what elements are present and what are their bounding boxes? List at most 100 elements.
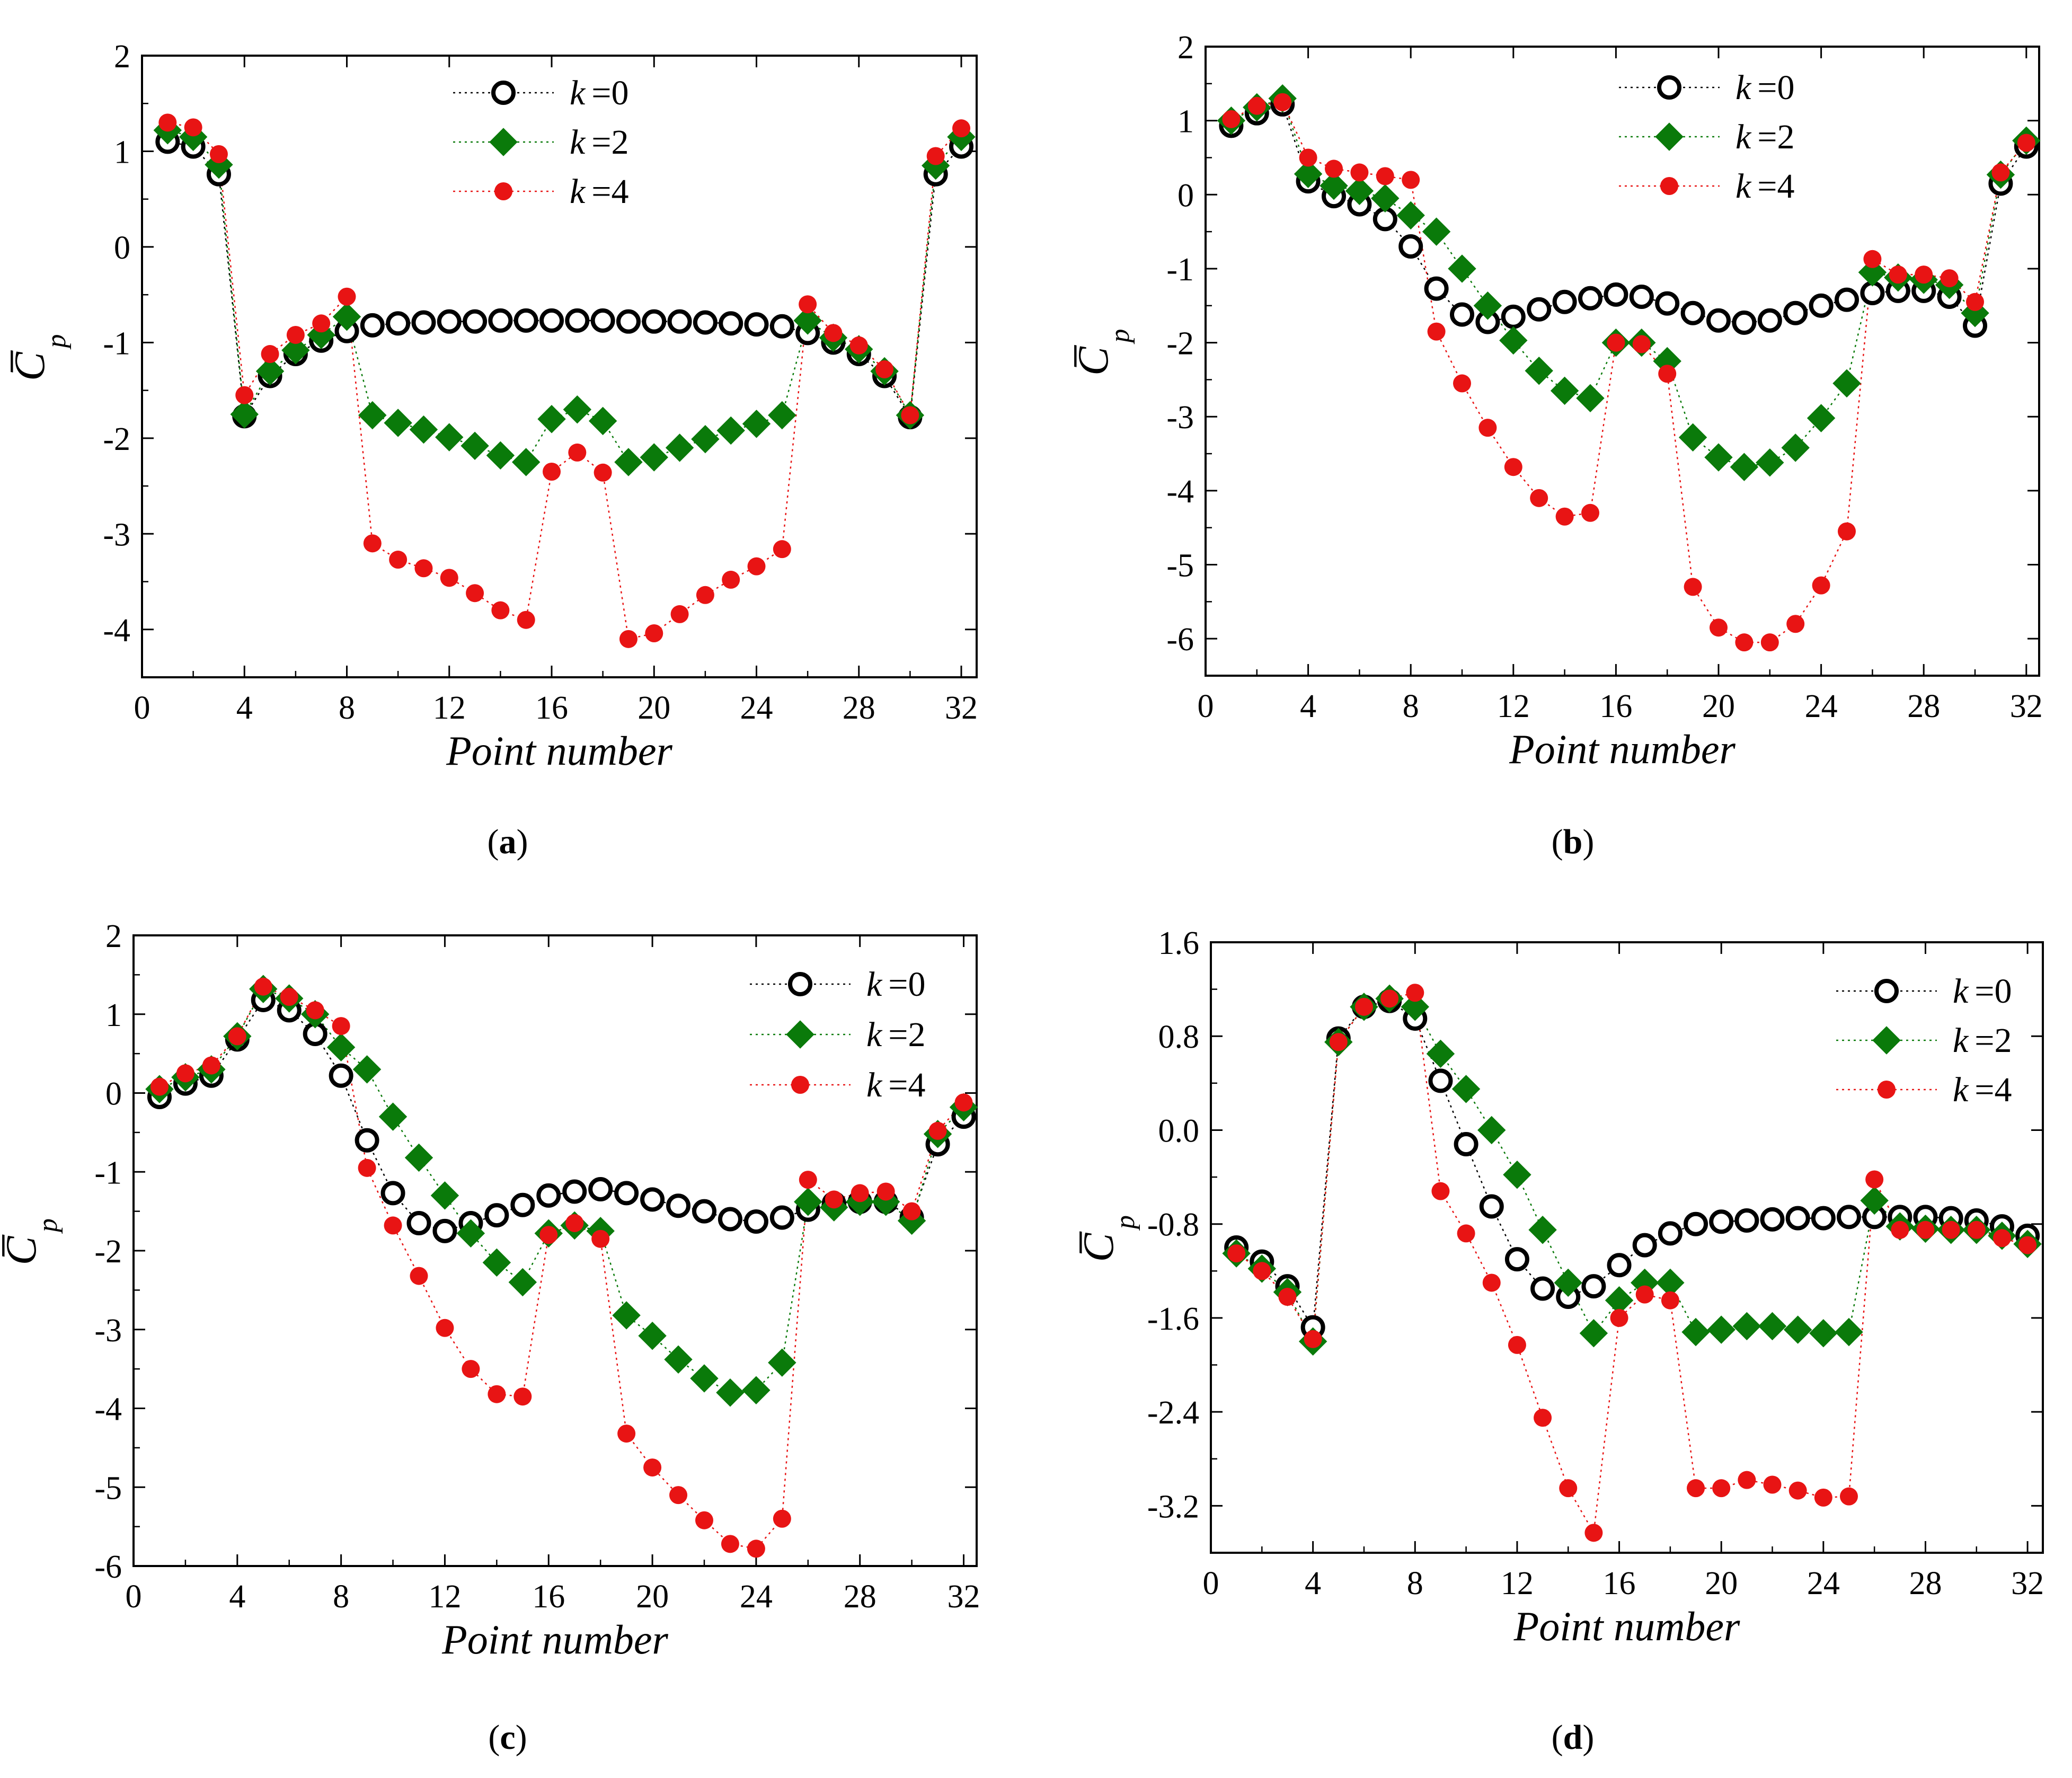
x-tick-label: 0	[1203, 1565, 1219, 1602]
data-point	[690, 1364, 719, 1393]
series-1	[167, 129, 962, 463]
data-point	[568, 443, 587, 462]
data-point	[1607, 333, 1625, 352]
legend-label: k =2	[570, 123, 629, 162]
data-point	[286, 325, 305, 344]
data-point	[617, 1425, 636, 1443]
x-tick-label: 24	[1807, 1565, 1840, 1602]
data-point	[954, 1093, 973, 1112]
data-point	[1222, 110, 1241, 128]
data-point	[1863, 250, 1882, 268]
x-tick-label: 16	[532, 1579, 565, 1615]
data-point	[1709, 1209, 1734, 1234]
series-1	[159, 988, 964, 1394]
series-markers-0	[1219, 92, 2039, 338]
data-point	[513, 308, 538, 333]
data-point	[744, 312, 769, 337]
data-point	[360, 313, 385, 338]
panel-caption: (b)	[1552, 822, 1595, 861]
data-point	[326, 1033, 356, 1062]
data-point	[1835, 287, 1859, 312]
data-point	[261, 345, 279, 364]
x-tick-label: 4	[1305, 1565, 1321, 1602]
x-tick-label: 32	[948, 1579, 980, 1615]
data-point	[1422, 217, 1451, 246]
data-point	[386, 311, 411, 336]
data-point	[614, 1181, 639, 1206]
y-tick-label: -1.6	[1147, 1301, 1199, 1337]
x-tick-label: 8	[333, 1579, 349, 1615]
y-tick-label: 0	[1177, 178, 1194, 214]
data-point	[1632, 1233, 1657, 1258]
data-point	[1732, 310, 1757, 335]
data-point	[414, 559, 433, 578]
legend-label: k =0	[1735, 68, 1795, 107]
y-tick-label: -2	[94, 1234, 122, 1270]
data-point	[436, 1319, 454, 1337]
y-tick-label: -3	[103, 517, 130, 553]
x-tick-label: 8	[1403, 688, 1419, 724]
y-tick-label: -1	[1166, 252, 1194, 288]
data-point	[281, 336, 310, 365]
data-point	[952, 119, 971, 138]
y-axis-label-subscript: p	[1110, 1215, 1140, 1231]
data-point	[562, 1179, 587, 1204]
x-tick-label: 0	[1198, 688, 1214, 724]
data-point	[1555, 507, 1574, 526]
x-tick-label: 24	[1805, 688, 1838, 724]
data-point	[461, 431, 489, 460]
data-point	[363, 534, 382, 553]
legend-marker	[1874, 979, 1899, 1003]
data-point	[1839, 1487, 1858, 1506]
legend-k: k	[570, 172, 586, 211]
y-tick-label: -0.8	[1147, 1207, 1199, 1243]
legend-marker	[786, 1020, 814, 1049]
data-point	[1783, 1315, 1812, 1344]
data-point	[1732, 1312, 1761, 1341]
data-point	[1401, 993, 1429, 1021]
panel-caption: (a)	[488, 822, 528, 861]
data-point	[482, 1248, 511, 1277]
data-point	[614, 448, 643, 476]
legend-value: =4	[1974, 1071, 2012, 1109]
data-point	[769, 314, 794, 339]
x-tick-label: 0	[134, 690, 150, 726]
series-0	[1236, 1000, 2028, 1330]
data-point	[150, 1077, 169, 1096]
y-tick-label: -1	[94, 1155, 122, 1191]
x-axis-label: Point number	[441, 1616, 668, 1662]
y-axis-label: C̅	[1074, 1231, 1122, 1262]
data-point	[486, 441, 515, 470]
data-point	[1610, 1308, 1628, 1327]
data-point	[384, 1216, 402, 1235]
series-markers-2	[1227, 984, 2037, 1542]
x-tick-label: 28	[843, 690, 875, 726]
data-point	[358, 1158, 376, 1177]
data-point	[799, 1171, 817, 1189]
data-point	[1704, 443, 1733, 472]
y-tick-label: -6	[94, 1549, 122, 1585]
data-point	[1454, 1132, 1478, 1157]
data-point	[1579, 1319, 1608, 1348]
data-point	[1915, 266, 1933, 284]
data-point	[1428, 1068, 1453, 1093]
data-point	[1757, 308, 1782, 333]
data-point	[1304, 1330, 1322, 1348]
data-point	[380, 1181, 405, 1206]
data-point	[1991, 163, 2010, 182]
legend-marker	[791, 1076, 809, 1094]
data-point	[1534, 1409, 1552, 1427]
legend-marker	[489, 128, 518, 156]
data-point	[332, 302, 361, 331]
data-point	[876, 1182, 895, 1201]
x-tick-label: 4	[236, 690, 253, 726]
caption-close: )	[1582, 1718, 1594, 1757]
data-point	[406, 1210, 431, 1235]
data-point	[1712, 1479, 1731, 1498]
data-point	[1835, 1317, 1863, 1347]
x-tick-label: 32	[2011, 1565, 2044, 1602]
legend-label: k =0	[570, 74, 629, 112]
data-point	[1299, 148, 1317, 167]
data-point	[1629, 285, 1654, 309]
y-axis-label: C̅	[1069, 344, 1117, 376]
